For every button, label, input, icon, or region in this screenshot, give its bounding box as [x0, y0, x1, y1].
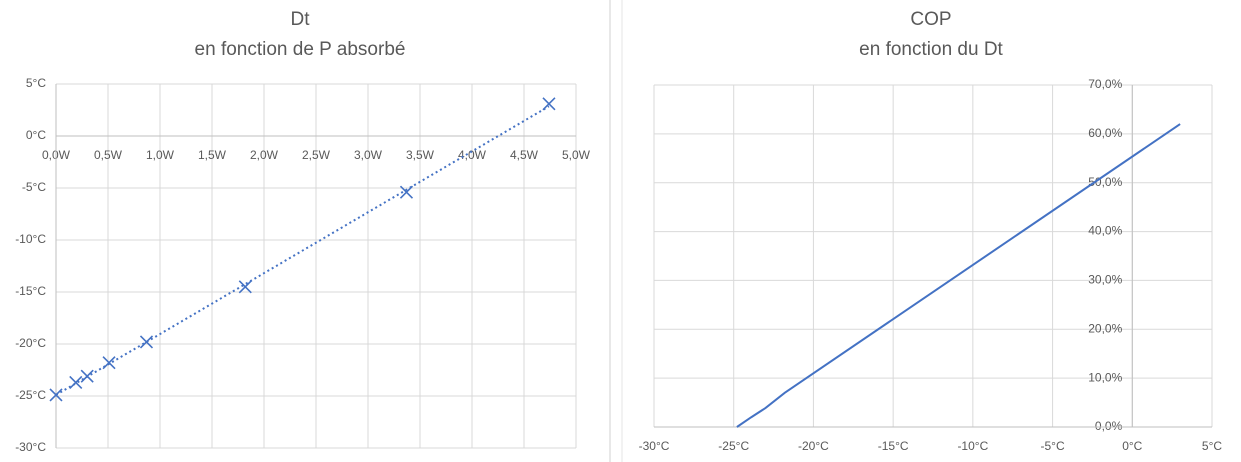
y-tick-label: 0°C	[26, 128, 46, 142]
y-tick-label: -10°C	[15, 232, 46, 246]
x-tick-label: 2,0W	[250, 148, 279, 162]
x-tick-label: 3,0W	[354, 148, 383, 162]
x-tick-label: -15°C	[878, 439, 909, 453]
x-tick-label: -25°C	[718, 439, 749, 453]
point	[542, 97, 556, 111]
x-tick-label: -10°C	[957, 439, 988, 453]
y-tick-label: 20,0%	[1088, 321, 1122, 335]
chart-title: Dt	[291, 9, 311, 30]
x-tick-label: 5,0W	[562, 148, 591, 162]
y-tick-label: 50,0%	[1088, 175, 1122, 189]
y-tick-label: -20°C	[15, 336, 46, 350]
y-tick-label: 40,0%	[1088, 224, 1122, 238]
x-tick-label: -30°C	[639, 439, 670, 453]
x-tick-label: 2,5W	[302, 148, 331, 162]
trendline	[55, 105, 550, 396]
point	[80, 369, 94, 383]
x-tick-label: 4,5W	[510, 148, 539, 162]
x-tick-label: 3,5W	[406, 148, 435, 162]
y-tick-label: 70,0%	[1088, 77, 1122, 91]
point	[102, 356, 116, 370]
y-tick-label: 5°C	[26, 76, 46, 90]
x-tick-label: 0°C	[1122, 439, 1142, 453]
x-tick-label: -5°C	[1041, 439, 1065, 453]
point	[49, 388, 63, 402]
point	[238, 280, 252, 294]
y-tick-label: 60,0%	[1088, 126, 1122, 140]
line	[736, 123, 1181, 428]
x-tick-label: 1,0W	[146, 148, 175, 162]
x-tick-label: 0,5W	[94, 148, 123, 162]
y-tick-label: 10,0%	[1088, 370, 1122, 384]
chart-subtitle: en fonction de P absorbé	[195, 39, 406, 60]
x-tick-label: 4,0W	[458, 148, 487, 162]
chart-subtitle: en fonction du Dt	[859, 39, 1003, 60]
y-tick-label: -30°C	[15, 440, 46, 454]
point	[399, 185, 414, 199]
x-tick-label: 1,5W	[198, 148, 227, 162]
y-tick-label: 0,0%	[1095, 419, 1123, 433]
x-tick-label: 5°C	[1202, 439, 1222, 453]
y-tick-label: -5°C	[22, 180, 46, 194]
chart-title: COP	[910, 9, 951, 30]
point	[139, 335, 154, 349]
y-tick-label: -15°C	[15, 284, 46, 298]
x-tick-label: -20°C	[798, 439, 829, 453]
point	[69, 375, 83, 390]
y-tick-label: 30,0%	[1088, 273, 1122, 287]
y-tick-label: -25°C	[15, 388, 46, 402]
